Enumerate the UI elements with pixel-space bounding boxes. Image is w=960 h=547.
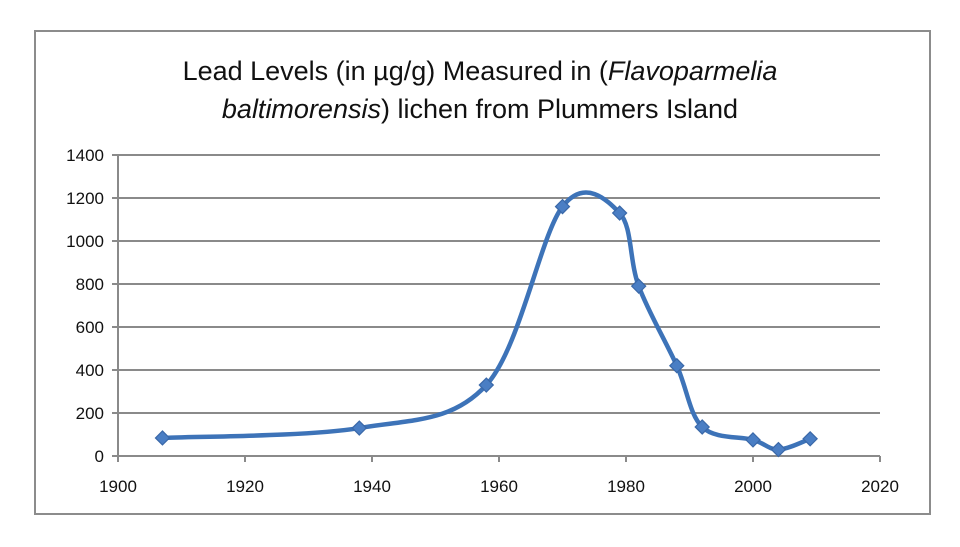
title-italic-genus: Flavoparmelia	[607, 56, 778, 86]
diamond-marker-icon	[770, 441, 787, 458]
chart-frame	[34, 30, 931, 515]
title-italic-species: baltimorensis	[221, 94, 381, 124]
y-tick-label: 600	[76, 318, 104, 337]
x-tick-label: 1960	[480, 477, 518, 496]
y-tick-label: 1400	[66, 146, 104, 165]
diamond-marker-icon	[554, 198, 571, 215]
title-text: Lead Levels (in µg/g) Measured in (	[182, 56, 608, 86]
y-tick-label: 200	[76, 404, 104, 423]
diamond-marker-icon	[802, 430, 818, 447]
diamond-marker-icon	[351, 420, 368, 436]
gridlines	[118, 154, 880, 414]
y-tick-label: 1000	[66, 232, 104, 251]
diamond-marker-icon	[668, 357, 685, 374]
diamond-marker-icon	[630, 278, 647, 294]
y-tick-label: 800	[76, 275, 104, 294]
x-tick-label: 2020	[861, 477, 899, 496]
y-tick-label: 1200	[66, 189, 104, 208]
diamond-marker-icon	[478, 377, 495, 393]
diamond-marker-icon	[154, 430, 171, 446]
data-series-line	[160, 190, 813, 452]
diamond-marker-icon	[611, 205, 628, 221]
x-tick-label: 1940	[353, 477, 391, 496]
x-tick-label: 1980	[607, 477, 645, 496]
x-tick-label: 2000	[734, 477, 772, 496]
x-tick-label: 1900	[99, 477, 137, 496]
title-text-suffix: ) lichen from Plummers Island	[380, 94, 739, 124]
y-axis-tick-labels: 0 200 400 600 800 1000 1200 1400	[66, 146, 104, 466]
y-tick-label: 0	[95, 447, 104, 466]
diamond-marker-icon	[745, 432, 761, 448]
y-tick-label: 400	[76, 361, 104, 380]
chart-title: Lead Levels (in µg/g) Measured in (Flavo…	[0, 52, 960, 128]
diamond-marker-icon	[694, 419, 711, 435]
x-axis-tick-labels: 1900 1920 1940 1960 1980 2000 2020	[99, 477, 899, 496]
data-point-markers	[154, 198, 818, 458]
x-tick-label: 1920	[226, 477, 264, 496]
axes	[112, 154, 881, 462]
